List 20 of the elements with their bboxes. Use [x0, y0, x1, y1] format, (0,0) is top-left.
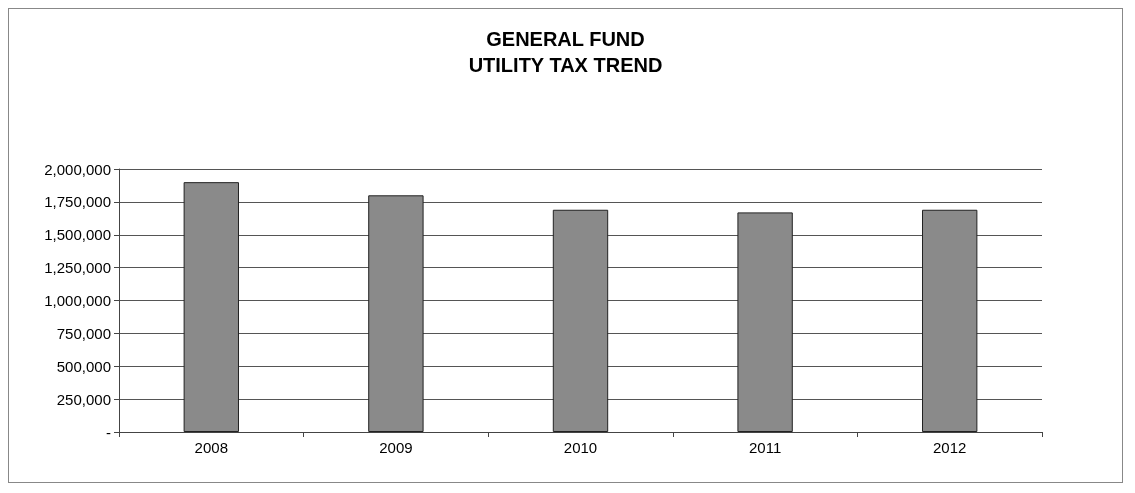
y-tick-label: 1,250,000: [44, 259, 111, 277]
y-tick-label: 1,000,000: [44, 292, 111, 309]
y-tick-label: 2,000,000: [44, 160, 111, 178]
y-tick-label: 500,000: [56, 357, 111, 375]
chart-title: GENERAL FUND UTILITY TAX TREND: [468, 28, 663, 76]
bar: [368, 195, 424, 432]
y-tick-label: 250,000: [56, 390, 111, 408]
y-tick-label: -: [106, 423, 111, 441]
x-tick-label: 2008: [194, 439, 228, 456]
y-tick-label: 1,750,000: [44, 193, 111, 211]
y-tick-label: 1,500,000: [44, 226, 111, 244]
bar: [552, 209, 609, 432]
bar: [737, 212, 793, 432]
x-tick-label: 2011: [748, 439, 782, 456]
y-tick-label: 750,000: [56, 324, 111, 342]
x-tick-label: 2009: [379, 439, 413, 456]
bar: [183, 182, 239, 432]
bar: [922, 209, 978, 432]
x-tick-label: 2012: [933, 439, 967, 456]
x-tick-label: 2010: [563, 439, 598, 456]
